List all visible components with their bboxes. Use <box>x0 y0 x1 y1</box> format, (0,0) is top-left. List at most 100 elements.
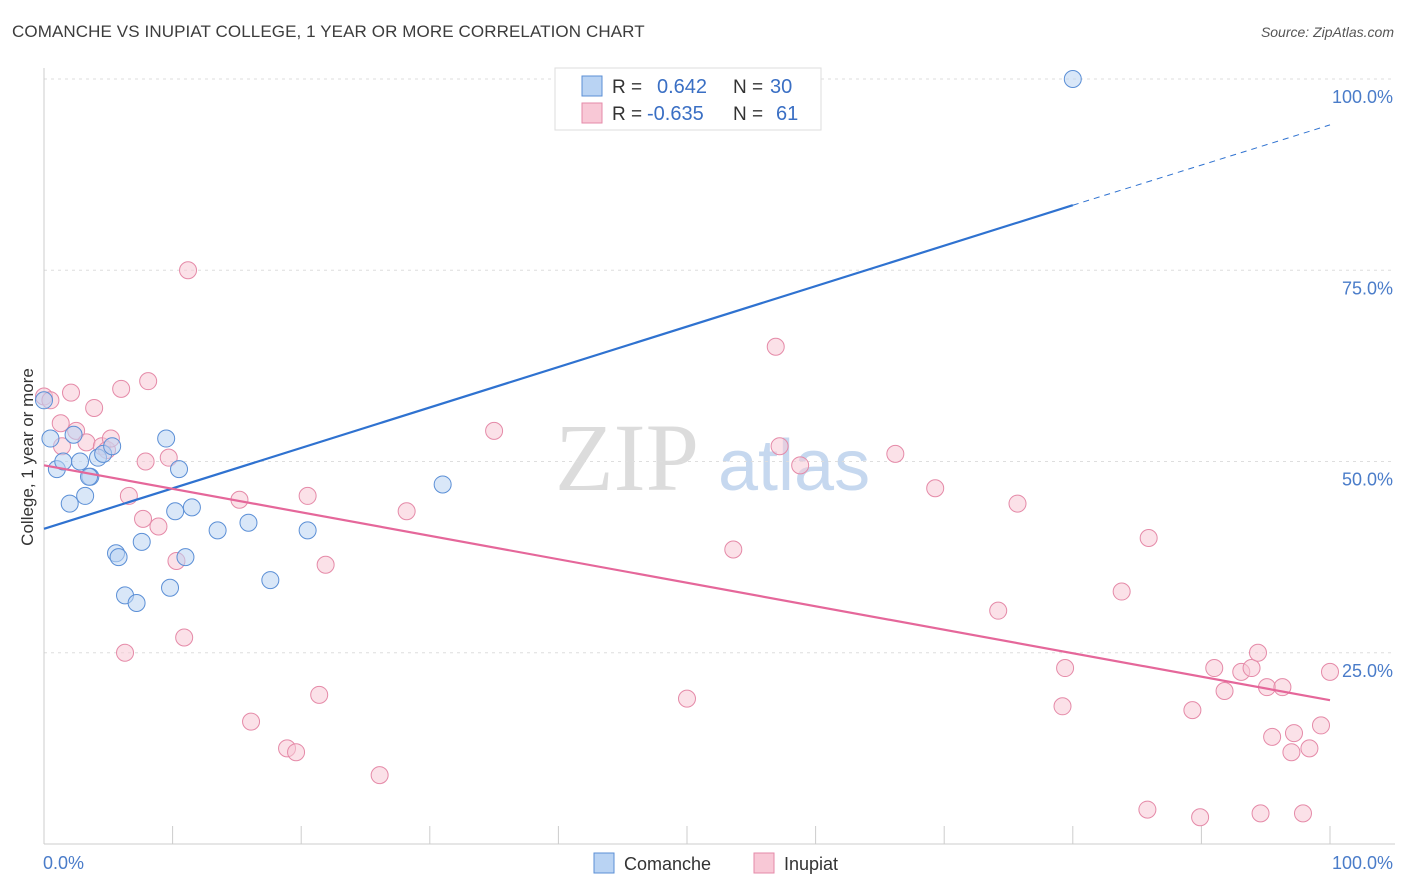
inupiat-point-55 <box>1263 727 1282 746</box>
y-axis-ticks: 25.0% 50.0% 75.0% 100.0% <box>1332 87 1393 681</box>
comanche-point-16 <box>127 594 146 613</box>
inupiat-point-4 <box>62 383 81 402</box>
inupiat-point-58 <box>1284 724 1303 743</box>
inupiat-point-12 <box>116 643 135 662</box>
bottom-legend-label-comanche: Comanche <box>624 854 711 874</box>
legend-n-value-comanche: 30 <box>770 76 792 98</box>
inupiat-points <box>35 261 1339 827</box>
correlation-legend: R = 0.642 N = 30 R = -0.635 N = 61 <box>554 67 822 131</box>
inupiat-point-62 <box>1321 662 1339 681</box>
inupiat-point-16 <box>139 372 158 391</box>
inupiat-point-34 <box>766 337 785 356</box>
legend-n-value-inupiat: 61 <box>776 103 798 125</box>
grid-lines <box>44 78 1395 654</box>
inupiat-point-27 <box>310 685 329 704</box>
comanche-point-7 <box>76 486 95 505</box>
comanche-point-25 <box>239 513 258 532</box>
comanche-point-1 <box>41 429 60 448</box>
inupiat-point-46 <box>1183 701 1202 720</box>
comanche-point-23 <box>182 498 201 517</box>
comanche-point-29 <box>1063 70 1082 88</box>
comanche-point-28 <box>433 475 452 494</box>
inupiat-point-51 <box>1242 659 1261 678</box>
inupiat-point-47 <box>1191 808 1210 827</box>
inupiat-point-57 <box>1282 743 1301 762</box>
inupiat-point-29 <box>370 766 389 785</box>
inupiat-point-44 <box>1139 529 1158 547</box>
inupiat-point-37 <box>886 444 905 463</box>
legend-n-label-inupiat: N = <box>733 104 763 125</box>
chart-title: COMANCHE VS INUPIAT COLLEGE, 1 YEAR OR M… <box>12 22 645 41</box>
inupiat-point-7 <box>85 398 104 417</box>
inupiat-point-30 <box>397 502 416 521</box>
inupiat-point-26 <box>298 486 317 505</box>
legend-r-label-inupiat: R = <box>612 104 642 125</box>
y-tick-label-100: 100.0% <box>1332 87 1393 107</box>
comanche-point-4 <box>60 494 79 513</box>
watermark-zip: ZIP <box>555 404 699 511</box>
inupiat-point-21 <box>179 261 198 280</box>
comanche-point-6 <box>71 452 90 471</box>
y-tick-label-50: 50.0% <box>1342 470 1393 490</box>
axes <box>43 68 1395 845</box>
y-axis-label: College, 1 year or more <box>18 368 37 546</box>
y-tick-label-75: 75.0% <box>1342 278 1393 298</box>
comanche-trend-line <box>43 204 1074 530</box>
inupiat-point-53 <box>1251 804 1270 823</box>
inupiat-point-39 <box>989 601 1008 620</box>
inupiat-point-42 <box>1056 659 1075 678</box>
x-tick-label-max: 100.0% <box>1332 853 1393 873</box>
inupiat-point-20 <box>175 628 194 647</box>
inupiat-point-40 <box>1008 494 1027 513</box>
comanche-point-18 <box>157 429 176 448</box>
comanche-point-26 <box>261 571 280 590</box>
comanche-point-19 <box>161 578 180 597</box>
inupiat-point-59 <box>1293 804 1312 823</box>
trend-lines <box>43 124 1331 702</box>
inupiat-point-49 <box>1215 682 1234 700</box>
comanche-point-22 <box>176 548 195 567</box>
inupiat-point-41 <box>1053 697 1072 716</box>
inupiat-point-11 <box>112 379 131 398</box>
inupiat-point-23 <box>242 712 261 731</box>
comanche-trend-extension <box>1072 124 1331 206</box>
inupiat-point-28 <box>316 555 335 574</box>
inupiat-point-45 <box>1138 800 1157 819</box>
inupiat-point-43 <box>1112 582 1131 601</box>
inupiat-point-14 <box>134 509 153 528</box>
inupiat-point-38 <box>926 479 945 498</box>
legend-r-label-comanche: R = <box>612 77 642 98</box>
legend-r-value-comanche: 0.642 <box>657 76 707 98</box>
comanche-point-12 <box>103 437 122 456</box>
chart-source: Source: ZipAtlas.com <box>1260 24 1394 40</box>
inupiat-point-61 <box>1311 716 1330 735</box>
comanche-point-24 <box>208 521 227 540</box>
inupiat-point-60 <box>1300 739 1319 758</box>
comanche-point-20 <box>166 502 185 521</box>
series-legend: Comanche Inupiat <box>593 852 838 874</box>
legend-r-value-inupiat: -0.635 <box>647 103 704 125</box>
inupiat-point-25 <box>287 743 306 762</box>
inupiat-point-17 <box>149 517 168 536</box>
comanche-point-9 <box>80 467 99 486</box>
inupiat-point-33 <box>724 540 743 559</box>
comanche-point-0 <box>35 391 53 410</box>
x-axis-ticks: 0.0% 100.0% <box>43 826 1393 873</box>
inupiat-point-35 <box>770 437 789 456</box>
comanche-point-17 <box>132 532 151 551</box>
inupiat-point-32 <box>678 689 696 708</box>
x-tick-label-min: 0.0% <box>43 853 84 873</box>
inupiat-point-52 <box>1248 643 1267 662</box>
comanche-point-5 <box>64 425 83 444</box>
inupiat-point-18 <box>159 448 178 467</box>
comanche-points <box>35 70 1082 613</box>
bottom-legend-label-inupiat: Inupiat <box>784 854 838 874</box>
comanche-point-21 <box>170 460 189 479</box>
inupiat-point-36 <box>791 456 810 475</box>
legend-swatch-inupiat <box>581 102 603 124</box>
comanche-point-14 <box>109 548 128 567</box>
inupiat-point-2 <box>51 414 70 433</box>
y-tick-label-25: 25.0% <box>1342 661 1393 681</box>
comanche-point-27 <box>298 521 317 540</box>
